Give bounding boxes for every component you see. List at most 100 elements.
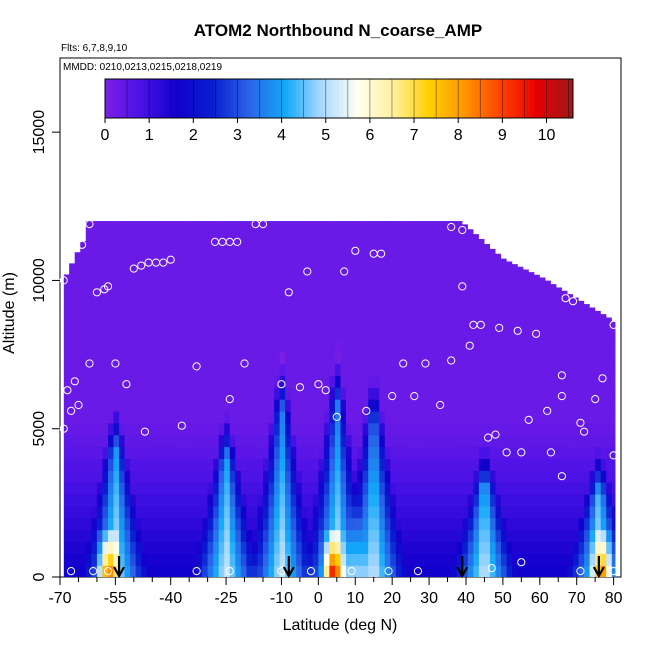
heatmap-cell	[224, 304, 231, 317]
heatmap-cell	[573, 268, 580, 282]
heatmap-cell	[240, 434, 247, 448]
heatmap-cell	[124, 351, 131, 365]
heatmap-cell	[130, 256, 137, 270]
heatmap-cell	[606, 256, 613, 270]
heatmap-cell	[213, 494, 220, 507]
heatmap-cell	[119, 244, 126, 258]
heatmap-cell	[423, 256, 430, 270]
observation-point	[70, 377, 79, 386]
heatmap-cell	[251, 529, 258, 542]
heatmap-cell	[423, 221, 430, 234]
heatmap-cell	[274, 316, 281, 329]
heatmap-cell	[335, 410, 342, 424]
heatmap-cell	[329, 268, 336, 282]
colorbar-segment	[327, 79, 332, 118]
heatmap-cell	[329, 244, 336, 258]
heatmap-cell	[473, 505, 480, 519]
observation-point	[384, 567, 393, 576]
heatmap-cell	[268, 517, 275, 531]
heatmap-cell	[102, 446, 109, 459]
heatmap-cell	[600, 505, 607, 519]
heatmap-cell	[539, 553, 546, 566]
heatmap-cell	[74, 553, 81, 566]
heatmap-cell	[285, 529, 292, 542]
heatmap-cell	[91, 565, 98, 577]
heatmap-cell	[85, 363, 92, 376]
heatmap-cell	[501, 470, 508, 483]
heatmap-cell	[423, 565, 430, 577]
colorbar-segment	[214, 79, 219, 118]
heatmap-cell	[163, 375, 170, 388]
heatmap-cell	[69, 387, 76, 400]
heatmap-cell	[528, 387, 535, 400]
heatmap-cell	[135, 375, 142, 388]
heatmap-cell	[119, 363, 126, 376]
heatmap-cell	[573, 517, 580, 531]
heatmap-cell	[246, 280, 253, 293]
heatmap-cell	[224, 541, 231, 554]
heatmap-cell	[573, 387, 580, 400]
heatmap-cell	[180, 244, 187, 258]
heatmap-cell	[157, 339, 164, 353]
heatmap-cell	[74, 351, 81, 365]
heatmap-cell	[119, 221, 126, 222]
heatmap-cell	[346, 292, 353, 305]
heatmap-cell	[429, 565, 436, 577]
heatmap-cell	[423, 458, 430, 471]
heatmap-cell	[534, 470, 541, 483]
heatmap-cell	[490, 446, 497, 459]
heatmap-cell	[318, 363, 325, 376]
heatmap-cell	[478, 292, 485, 305]
heatmap-cell	[130, 434, 137, 448]
heatmap-cell	[440, 529, 447, 542]
heatmap-cell	[456, 280, 463, 293]
heatmap-cell	[373, 517, 380, 531]
heatmap-cell	[157, 517, 164, 531]
heatmap-cell	[606, 221, 613, 222]
heatmap-cell	[550, 458, 557, 471]
heatmap-cell	[124, 505, 131, 519]
heatmap-cell	[152, 339, 159, 353]
heatmap-cell	[224, 434, 231, 448]
heatmap-cell	[418, 422, 425, 436]
heatmap-cell	[589, 399, 596, 412]
heatmap-cell	[373, 363, 380, 376]
observation-point	[491, 430, 500, 439]
heatmap-cell	[456, 434, 463, 448]
observation-point	[458, 282, 467, 291]
heatmap-cell	[229, 327, 236, 341]
heatmap-cell	[495, 304, 502, 317]
observation-point	[561, 294, 570, 303]
heatmap-cell	[135, 399, 142, 412]
heatmap-cell	[600, 553, 607, 566]
heatmap-cell	[335, 339, 342, 353]
heatmap-cell	[207, 541, 214, 554]
heatmap-cell	[484, 351, 491, 365]
heatmap-cell	[174, 221, 181, 222]
heatmap-cell	[301, 553, 308, 566]
heatmap-cell	[240, 233, 247, 246]
heatmap-cell	[323, 470, 330, 483]
heatmap-cell	[506, 221, 513, 234]
heatmap-cell	[539, 387, 546, 400]
heatmap-cell	[263, 375, 270, 388]
heatmap-cell	[157, 351, 164, 365]
heatmap-cell	[456, 494, 463, 507]
heatmap-cell	[191, 221, 198, 234]
heatmap-cell	[434, 410, 441, 424]
heatmap-cell	[152, 304, 159, 317]
heatmap-cell	[545, 470, 552, 483]
heatmap-cell	[196, 458, 203, 471]
heatmap-cell	[130, 541, 137, 554]
heatmap-cell	[573, 327, 580, 341]
heatmap-cell	[401, 339, 408, 353]
heatmap-cell	[346, 339, 353, 353]
heatmap-cell	[362, 363, 369, 376]
heatmap-cell	[202, 221, 209, 222]
heatmap-cell	[434, 446, 441, 459]
heatmap-cell	[390, 256, 397, 270]
heatmap-cell	[600, 327, 607, 341]
heatmap-cell	[285, 221, 292, 222]
heatmap-cell	[174, 363, 181, 376]
heatmap-cell	[434, 363, 441, 376]
